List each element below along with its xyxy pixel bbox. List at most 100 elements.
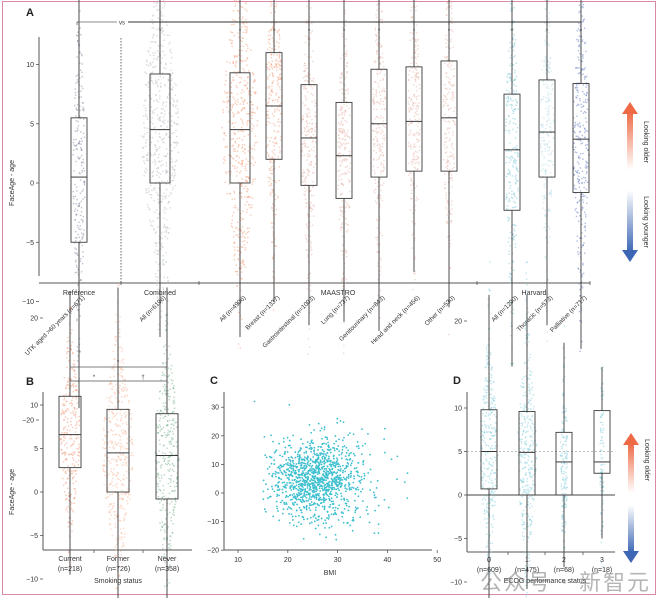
panel-a-maastro-5-point xyxy=(415,44,417,46)
panel-a-harvard-0-point xyxy=(515,99,517,101)
panel-b-current-point xyxy=(74,373,77,375)
panel-a-combined-0-point xyxy=(152,229,155,231)
panel-a-maastro-0-point xyxy=(246,231,249,234)
panel-a-reference-0-point xyxy=(81,71,83,74)
panel-a-maastro-1-point xyxy=(274,99,277,101)
panel-a-maastro-2-point xyxy=(304,145,306,148)
panel-a-maastro-4-point xyxy=(379,103,381,105)
panel-c-y-tick-label: −10 xyxy=(207,519,219,526)
panel-a-combined-0-point xyxy=(146,118,149,120)
panel-a-combined-0-point xyxy=(162,116,165,118)
panel-a-maastro-5-point xyxy=(410,197,413,200)
panel-a-reference-0-point xyxy=(74,130,76,133)
panel-a-maastro-3-point xyxy=(341,210,344,213)
panel-a-maastro-0-point xyxy=(246,191,248,193)
panel-a-maastro-0-point xyxy=(256,119,259,122)
panel-a-harvard-2-point xyxy=(582,19,585,21)
panel-a-harvard-0-point xyxy=(512,233,514,236)
panel-b-current-point xyxy=(61,452,64,455)
panel-a-harvard-0-point xyxy=(512,308,515,311)
panel-b-former-point xyxy=(120,442,122,445)
panel-a-maastro-6-point xyxy=(448,131,450,134)
panel-a-combined-0-point xyxy=(158,172,160,174)
panel-a-maastro-0-point xyxy=(246,241,248,244)
panel-a-maastro-1-point xyxy=(277,30,279,32)
panel-a-maastro-2-point xyxy=(309,16,311,18)
panel-b-never-point xyxy=(167,389,169,392)
panel-a-harvard-1-point xyxy=(550,189,553,191)
panel-a-maastro-4-point xyxy=(375,81,377,84)
panel-a-harvard-2-point xyxy=(584,167,587,169)
panel-a-maastro-6-point xyxy=(445,34,447,37)
panel-a-maastro-5-point xyxy=(413,158,415,161)
panel-a-harvard-2-point xyxy=(581,134,584,137)
panel-a-maastro-6-point xyxy=(444,147,447,149)
panel-a-combined-0-point xyxy=(145,188,147,190)
panel-b-former-point xyxy=(106,431,109,433)
panel-a-maastro-1-point xyxy=(271,68,274,70)
panel-a-reference-0-point xyxy=(75,203,77,205)
panel-a-combined-0-point xyxy=(144,83,147,86)
panel-a-maastro-0-point xyxy=(241,18,243,20)
panel-a-maastro-3-point xyxy=(340,225,342,228)
panel-a-reference-0-point xyxy=(76,266,78,268)
panel-a-harvard-2-point xyxy=(576,89,578,91)
panel-a-maastro-3-point xyxy=(341,278,343,280)
panel-a-harvard-1-point xyxy=(552,120,555,123)
panel-a-combined-0-point xyxy=(162,163,164,166)
panel-a-combined-0-point xyxy=(163,155,165,157)
panel-a-harvard-0-point xyxy=(509,104,511,106)
panel-a-harvard-1-point xyxy=(544,236,547,239)
panel-b-former-point xyxy=(120,459,122,461)
panel-a-maastro-0-point xyxy=(241,147,243,149)
panel-b-former-point xyxy=(118,519,121,522)
panel-b-never-point xyxy=(159,522,161,524)
panel-a-harvard-1-point xyxy=(540,123,543,126)
panel-a-harvard-1-point xyxy=(546,144,548,146)
panel-a-combined-0-point xyxy=(156,253,158,255)
panel-a-harvard-2-point xyxy=(577,268,580,270)
panel-a-maastro-5-point xyxy=(413,67,416,69)
panel-a-combined-0-point xyxy=(162,15,164,17)
panel-a-combined-0-point xyxy=(155,191,158,194)
panel-a-maastro-6-point xyxy=(446,14,448,16)
panel-b-current-point xyxy=(74,413,77,415)
panel-a-combined-0-point xyxy=(174,160,177,163)
panel-a-maastro-0-point xyxy=(243,187,245,190)
panel-b-current-point xyxy=(69,438,71,440)
panel-b-former-point xyxy=(111,410,113,413)
panel-a-maastro-2-point xyxy=(304,86,306,89)
panel-a-maastro-0-point xyxy=(253,148,256,151)
panel-a-combined-0-point xyxy=(159,146,161,148)
panel-b-current-point xyxy=(67,477,69,479)
panel-b-former-point xyxy=(122,478,124,480)
panel-a-harvard-2-point xyxy=(583,226,586,228)
panel-a-combined-0-point xyxy=(168,34,170,37)
panel-a-harvard-2-point xyxy=(585,172,588,175)
panel-a-combined-0-point xyxy=(149,62,152,64)
panel-a-maastro-1-point xyxy=(270,184,273,186)
panel-b-former-point xyxy=(108,420,111,422)
panel-a-maastro-6-point xyxy=(450,174,453,176)
panel-a-maastro-5-point xyxy=(413,272,415,274)
panel-a-maastro-1-point xyxy=(271,207,273,210)
panel-a-maastro-0-point xyxy=(244,247,247,249)
panel-a-reference-0-point xyxy=(79,260,82,262)
panel-b-former-point xyxy=(119,506,121,509)
panel-a-maastro-0-point xyxy=(241,160,243,162)
panel-a-maastro-2-point xyxy=(315,122,317,125)
panel-a-maastro-1-point xyxy=(278,28,280,31)
panel-b-never-point xyxy=(172,509,175,512)
panel-a-combined-0-point xyxy=(170,115,173,117)
panel-a-maastro-0-point xyxy=(238,267,240,269)
panel-b-never-point xyxy=(173,420,175,422)
panel-b-never-point xyxy=(168,398,170,401)
panel-a-harvard-2-point xyxy=(580,110,582,112)
panel-a-harvard-1-point xyxy=(547,64,549,66)
panel-a-maastro-1-point xyxy=(276,31,279,33)
panel-a-harvard-0-point xyxy=(510,277,512,280)
panel-a-maastro-0-point xyxy=(247,176,250,179)
panel-b-former-point xyxy=(120,550,122,552)
panel-a-maastro-6-point xyxy=(452,131,454,133)
panel-a-maastro-2-point xyxy=(313,77,315,80)
